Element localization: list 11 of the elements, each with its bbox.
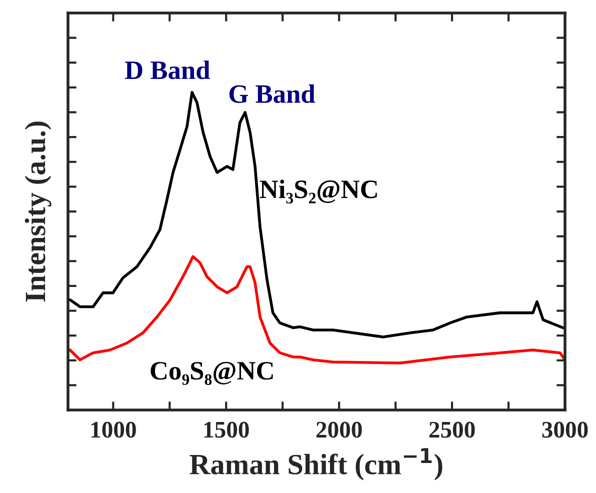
x-tick-label: 2000 [316, 422, 362, 438]
x-tick-label: 3000 [542, 422, 588, 438]
series-label: Co₉S₈@NC [150, 362, 273, 385]
x-tick-label: 1500 [204, 422, 249, 438]
x-axis-title: Raman Shift (cm$^{−1}$) [190, 448, 442, 480]
annotation: G Band [229, 84, 316, 103]
text: D Band [124, 60, 210, 80]
x-tick-label: 1000 [91, 422, 136, 438]
x-tick-label: 2500 [429, 422, 475, 438]
series-label: Ni₃S₂@NC [260, 180, 377, 204]
y-axis-title: Intensity (a.u.) [24, 122, 52, 302]
